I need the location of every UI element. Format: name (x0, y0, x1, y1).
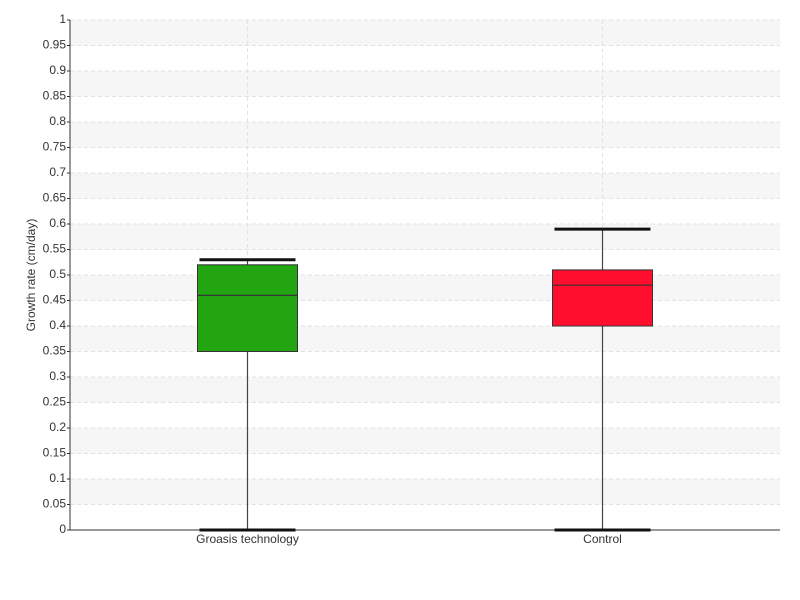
y-axis-label: Growth rate (cm/day) (24, 219, 38, 332)
y-tick-label: 0.7 (49, 165, 66, 179)
y-tick-label: 0.2 (49, 420, 66, 434)
y-tick-label: 0.9 (49, 63, 66, 77)
y-tick-label: 0.5 (49, 267, 66, 281)
y-tick-label: 0.15 (43, 446, 67, 460)
y-tick-label: 0.3 (49, 369, 66, 383)
grid-band (70, 275, 780, 301)
grid-band (70, 428, 780, 454)
y-tick-label: 0.8 (49, 114, 66, 128)
y-tick-label: 0.1 (49, 471, 66, 485)
y-tick-label: 0 (59, 522, 66, 536)
grid-band (70, 326, 780, 352)
y-tick-label: 0.45 (43, 293, 67, 307)
box (197, 264, 298, 352)
y-tick-label: 0.75 (43, 140, 67, 154)
y-tick-label: 0.85 (43, 89, 67, 103)
grid-band (70, 71, 780, 97)
y-tick-label: 0.95 (43, 38, 67, 52)
grid-band (70, 20, 780, 46)
grid-band (70, 479, 780, 505)
box (552, 269, 653, 327)
grid-band (70, 224, 780, 250)
y-tick-label: 0.55 (43, 242, 67, 256)
y-tick-label: 0.05 (43, 497, 67, 511)
x-tick-label: Groasis technology (196, 532, 299, 546)
grid-band (70, 173, 780, 199)
x-tick-label: Control (583, 532, 622, 546)
y-tick-label: 0.35 (43, 344, 67, 358)
y-tick-label: 0.6 (49, 216, 66, 230)
y-tick-label: 0.4 (49, 318, 66, 332)
y-tick-label: 0.25 (43, 395, 67, 409)
grid-band (70, 377, 780, 403)
y-tick-label: 1 (59, 12, 66, 26)
y-tick-label: 0.65 (43, 191, 67, 205)
grid-band (70, 122, 780, 148)
